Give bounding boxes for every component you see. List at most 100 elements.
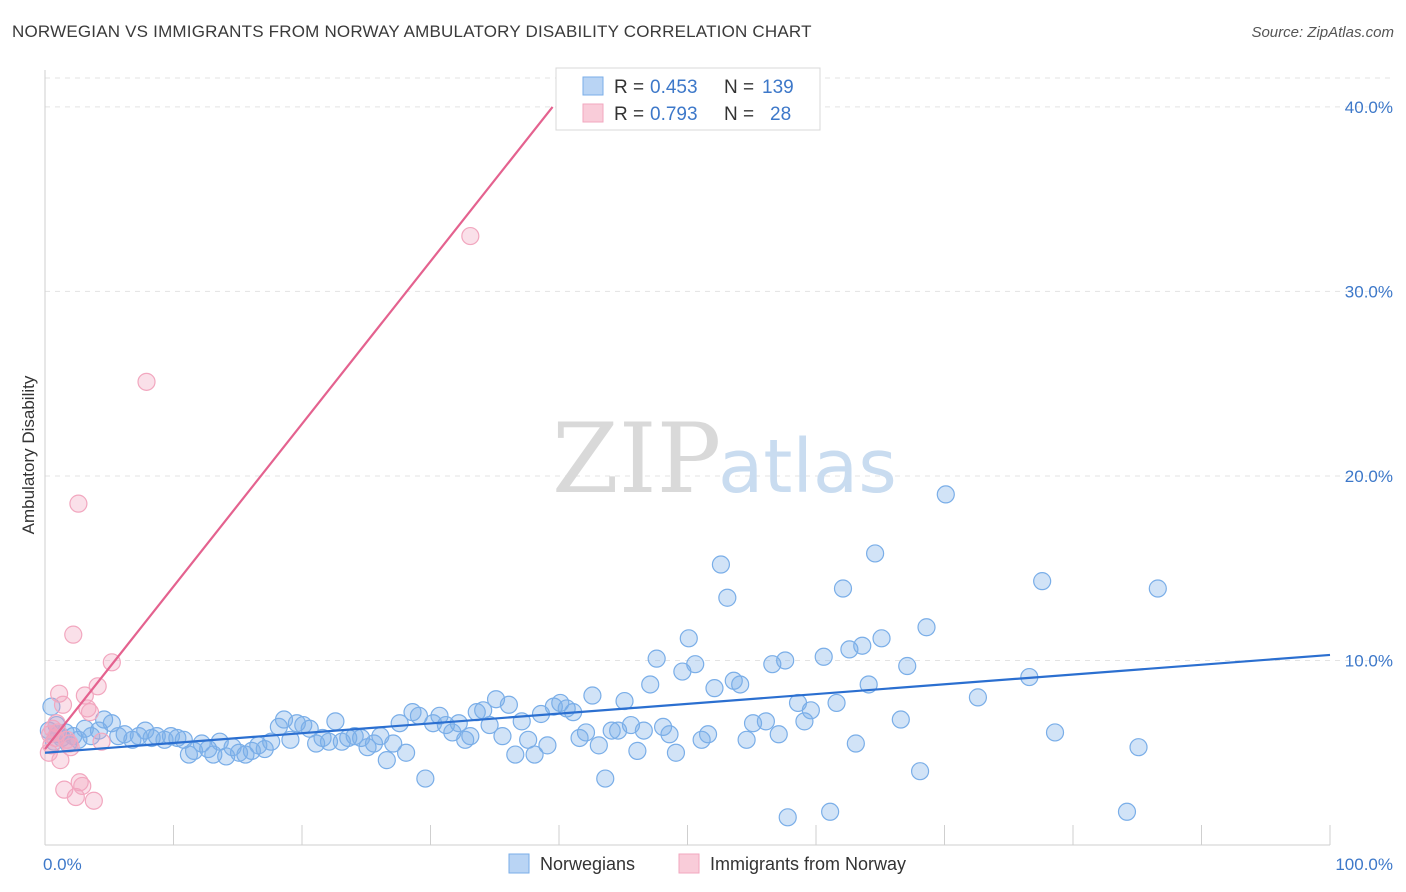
point-1-10 <box>64 625 83 644</box>
watermark-zip: ZIP <box>552 403 721 515</box>
series-legend-swatch-norwegians <box>508 853 530 874</box>
point-0-123 <box>814 647 833 666</box>
point-0-126 <box>833 579 853 598</box>
point-1-14 <box>73 776 92 796</box>
legend-swatch-immigrants <box>582 103 604 123</box>
point-0-88 <box>576 723 596 742</box>
point-0-73 <box>480 715 499 735</box>
point-0-60 <box>396 743 416 762</box>
point-1-25 <box>137 372 156 391</box>
point-0-107 <box>698 725 718 744</box>
point-0-100 <box>653 717 673 737</box>
point-0-129 <box>853 636 872 655</box>
point-0-19 <box>136 721 155 740</box>
point-0-98 <box>641 675 660 694</box>
point-0-118 <box>776 651 795 670</box>
x-tick-label-0: 0.0% <box>43 855 82 874</box>
point-0-119 <box>778 808 797 827</box>
point-0-121 <box>795 712 814 731</box>
legend-n-value-2: 28 <box>770 104 791 125</box>
watermark: ZIP atlas <box>552 403 897 515</box>
point-0-68 <box>449 714 468 733</box>
point-0-128 <box>846 734 865 753</box>
axes <box>44 70 1331 846</box>
legend-r-value-1: 0.453 <box>650 77 698 98</box>
point-0-10 <box>75 719 94 738</box>
legend-swatch-norwegians <box>582 76 604 96</box>
point-0-57 <box>377 751 396 770</box>
point-0-75 <box>493 727 512 746</box>
point-0-117 <box>769 725 788 744</box>
point-0-140 <box>1033 572 1052 591</box>
point-0-48 <box>319 732 339 751</box>
series-legend-immigrants: Immigrants from Norway <box>710 854 906 874</box>
point-0-94 <box>615 691 634 711</box>
legend-n-label-2: N = <box>724 104 754 125</box>
point-1-17 <box>80 703 100 722</box>
point-0-124 <box>821 802 840 821</box>
y-tick-label-2: 30.0% <box>1345 282 1393 301</box>
trend-line-1 <box>44 106 554 750</box>
point-0-97 <box>634 721 653 740</box>
x-tick-label-1: 100.0% <box>1335 855 1393 874</box>
point-0-133 <box>891 710 910 729</box>
point-1-18 <box>84 791 103 810</box>
point-0-15 <box>109 727 128 746</box>
point-0-138 <box>968 688 988 707</box>
point-0-112 <box>731 675 750 694</box>
point-0-101 <box>660 725 679 744</box>
point-0-122 <box>801 701 820 720</box>
point-1-12 <box>69 494 88 513</box>
point-0-55 <box>364 734 384 753</box>
legend-r-label-2: R = <box>614 104 644 125</box>
point-0-70 <box>461 727 480 746</box>
trend-lines <box>44 106 1331 754</box>
series-legend-norwegians: Norwegians <box>540 854 635 874</box>
point-0-59 <box>390 714 409 733</box>
source-label: Source: ZipAtlas.com <box>1251 24 1394 41</box>
legend-r-value-2: 0.793 <box>650 104 698 125</box>
point-0-76 <box>499 695 518 714</box>
legend-n-value-1: 139 <box>762 77 794 98</box>
point-0-102 <box>666 743 686 762</box>
y-tick-label-3: 40.0% <box>1345 98 1393 117</box>
legend: R = 0.453 N = 139 R = 0.793 N = 28 <box>555 67 821 131</box>
y-axis-label: Ambulatory Disability <box>19 375 38 534</box>
point-0-136 <box>917 618 936 637</box>
point-0-110 <box>718 588 737 607</box>
point-0-96 <box>628 741 647 760</box>
point-1-20 <box>92 732 111 751</box>
point-0-141 <box>1045 723 1065 742</box>
point-0-108 <box>705 679 724 698</box>
data-points <box>39 226 1167 827</box>
legend-n-label-1: N = <box>724 77 754 98</box>
point-1-11 <box>66 787 85 807</box>
y-tick-label-0: 10.0% <box>1345 651 1393 670</box>
point-0-90 <box>589 736 608 755</box>
point-0-104 <box>679 629 698 648</box>
point-0-58 <box>384 734 403 753</box>
point-0-39 <box>262 732 281 751</box>
point-0-80 <box>525 745 544 764</box>
point-0-49 <box>326 712 345 731</box>
point-0-82 <box>538 736 557 755</box>
point-0-144 <box>1148 579 1167 598</box>
point-0-109 <box>711 555 731 574</box>
trend-line-0 <box>44 653 1331 754</box>
point-0-63 <box>416 769 435 788</box>
point-0-91 <box>596 769 615 788</box>
point-0-132 <box>872 629 891 648</box>
point-0-113 <box>737 730 756 749</box>
watermark-atlas: atlas <box>718 424 897 510</box>
series-legend: Norwegians Immigrants from Norway <box>508 853 906 874</box>
point-0-89 <box>583 686 602 705</box>
point-1-6 <box>53 695 73 714</box>
point-0-134 <box>898 656 917 676</box>
tick-labels: 10.0% 20.0% 30.0% 40.0% 0.0% 100.0% <box>43 98 1393 874</box>
chart-title: NORWEGIAN VS IMMIGRANTS FROM NORWAY AMBU… <box>12 22 812 41</box>
point-0-92 <box>602 721 621 740</box>
point-0-131 <box>866 544 885 563</box>
point-1-4 <box>50 684 69 703</box>
legend-r-label-1: R = <box>614 77 644 98</box>
